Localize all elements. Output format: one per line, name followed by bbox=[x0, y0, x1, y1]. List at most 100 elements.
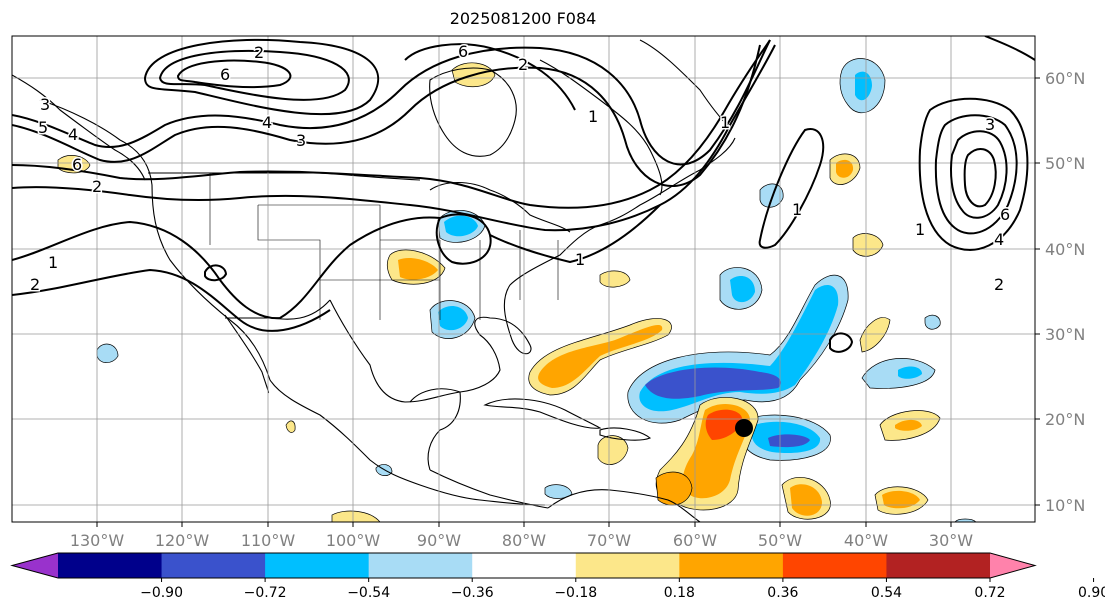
colorbar-tick-label: −0.36 bbox=[451, 585, 494, 601]
lat-label: 30°N bbox=[1045, 325, 1085, 344]
strong-positive-anomaly bbox=[705, 409, 743, 440]
lon-label: 80°W bbox=[502, 531, 546, 550]
positive-anomaly-atl5-core bbox=[895, 419, 922, 431]
lon-label: 130°W bbox=[70, 531, 125, 550]
state-boundaries bbox=[209, 173, 559, 320]
positive-anomaly-mexico bbox=[285, 420, 296, 433]
contour-label: 3 bbox=[985, 115, 995, 134]
contour-line bbox=[143, 38, 380, 116]
contour-label: 1 bbox=[575, 250, 585, 269]
lon-label: 100°W bbox=[326, 531, 381, 550]
map-plot-area: 6 6 5 4 3 2 1 2 6 4 3 2 1 1 1 1 6 4 2 3 … bbox=[12, 36, 1035, 522]
contour-label: 6 bbox=[458, 42, 468, 61]
lon-label: 70°W bbox=[587, 531, 631, 550]
positive-anomaly-atl2 bbox=[852, 233, 884, 257]
colorbar-tick-label: −0.54 bbox=[347, 585, 390, 601]
colorbar-segment bbox=[161, 553, 266, 578]
colorbar-tick-label: 0.72 bbox=[974, 585, 1005, 601]
storm-center-marker bbox=[735, 419, 753, 437]
contour-label: 5 bbox=[38, 118, 48, 137]
contour-label: 1 bbox=[48, 253, 58, 272]
lon-label: 50°W bbox=[758, 531, 802, 550]
lon-label: 40°W bbox=[844, 531, 888, 550]
lat-label: 10°N bbox=[1045, 496, 1085, 515]
contour-line bbox=[158, 49, 350, 101]
contour-label: 4 bbox=[262, 113, 272, 132]
contour-line bbox=[435, 213, 492, 265]
colorbar-segment bbox=[472, 553, 577, 578]
cuba bbox=[483, 398, 602, 429]
contour-line bbox=[176, 59, 292, 89]
colorbar-tick-label: −0.90 bbox=[140, 585, 183, 601]
central-america bbox=[429, 469, 549, 509]
map-frame bbox=[11, 35, 1036, 523]
contour-line bbox=[12, 216, 441, 320]
gulf-of-mexico-coast bbox=[329, 137, 736, 403]
longitude-axis: 130°W 120°W 110°W 100°W 90°W 80°W 70°W 6… bbox=[70, 522, 973, 550]
lon-label: 30°W bbox=[929, 531, 973, 550]
lon-label: 120°W bbox=[155, 531, 210, 550]
contour-label: 1 bbox=[720, 113, 730, 132]
colorbar-extend-low bbox=[12, 553, 58, 578]
contour-line bbox=[984, 36, 1035, 61]
contour-label: 1 bbox=[792, 200, 802, 219]
colorbar-segment bbox=[679, 553, 784, 578]
positive-anomaly-atl6-core bbox=[882, 490, 920, 509]
negative-anomaly-pacific-a bbox=[96, 343, 119, 363]
north-america-west-coast bbox=[39, 99, 546, 506]
contour-line bbox=[12, 44, 761, 187]
anomaly-shading bbox=[57, 58, 977, 522]
colorbar-segment bbox=[58, 553, 163, 578]
colorbar-extend-high bbox=[990, 553, 1035, 578]
contour-label: 4 bbox=[68, 125, 78, 144]
contour-line bbox=[950, 130, 1008, 219]
contour-line bbox=[963, 148, 997, 208]
negative-anomaly-atl-a-core bbox=[730, 276, 755, 303]
yucatan bbox=[409, 388, 461, 471]
latitude-axis: 60°N 50°N 40°N 30°N 20°N 10°N bbox=[1035, 69, 1085, 515]
contour-label: 3 bbox=[40, 95, 50, 114]
negative-anomaly-panama bbox=[544, 484, 573, 499]
negative-anomaly-greenland-core bbox=[855, 71, 872, 101]
colorbar-segment bbox=[265, 553, 370, 578]
contour-line bbox=[489, 204, 661, 264]
contour-label: 6 bbox=[72, 155, 82, 174]
positive-anomaly-atl7-core bbox=[790, 484, 822, 516]
strong-negative-south bbox=[768, 434, 810, 448]
contour-line bbox=[12, 39, 771, 166]
contour-line bbox=[918, 97, 1029, 251]
hudson-bay bbox=[429, 67, 517, 157]
lat-label: 20°N bbox=[1045, 410, 1085, 429]
colorbar-tick-label: −0.72 bbox=[244, 585, 287, 601]
negative-anomaly-atl-c-core bbox=[898, 366, 922, 379]
negative-anomaly-atl-b bbox=[759, 183, 784, 208]
contour-labels: 6 6 5 4 3 2 1 2 6 4 3 2 1 1 1 1 6 4 2 3 … bbox=[29, 41, 1012, 296]
colorbar-segment bbox=[368, 553, 473, 578]
contour-label: 2 bbox=[92, 177, 102, 196]
positive-anomaly-atl4 bbox=[859, 317, 891, 353]
colorbar-tick-label: 0.54 bbox=[871, 585, 902, 601]
greenland-south bbox=[639, 39, 731, 129]
colorbar-segment bbox=[886, 553, 991, 578]
map-title: 2025081200 F084 bbox=[449, 9, 597, 28]
contour-line bbox=[12, 44, 776, 232]
labrador-coast bbox=[539, 59, 663, 196]
contour-label: 2 bbox=[30, 275, 40, 294]
negative-anomaly-atl-d bbox=[924, 314, 941, 330]
positive-anomaly-midwest-core bbox=[398, 258, 438, 280]
contour-label: 3 bbox=[296, 131, 306, 150]
lat-label: 60°N bbox=[1045, 69, 1085, 88]
positive-anomaly-sw bbox=[655, 471, 693, 506]
lat-label: 50°N bbox=[1045, 154, 1085, 173]
positive-anomaly-pacific bbox=[331, 510, 381, 522]
lon-label: 110°W bbox=[241, 531, 296, 550]
contour-line bbox=[204, 264, 228, 282]
contour-line bbox=[404, 43, 576, 111]
colorbar: −0.90 −0.72 −0.54 −0.36 −0.18 0.18 0.36 0.54 0.7… bbox=[10, 552, 1105, 601]
colorbar-tick-label: 0.36 bbox=[767, 585, 798, 601]
contour-label: 1 bbox=[588, 107, 598, 126]
south-america-north bbox=[547, 489, 701, 522]
colorbar-segment bbox=[782, 553, 887, 578]
contour-label: 6 bbox=[220, 65, 230, 84]
